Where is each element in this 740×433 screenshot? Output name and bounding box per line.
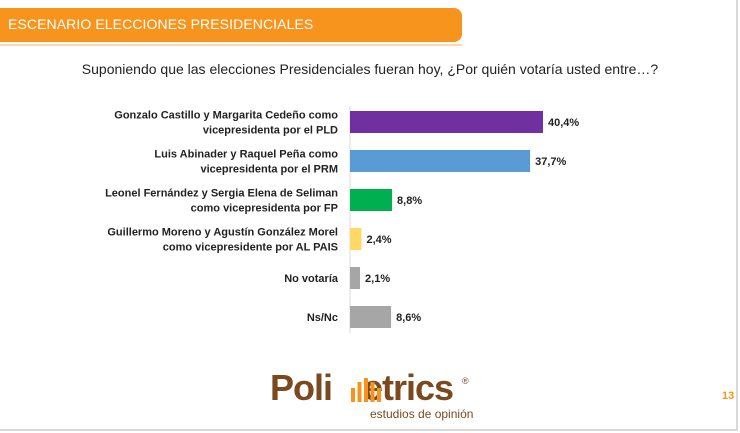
category-label-3-line-0: Guillermo Moreno y Agustín González More… (107, 227, 338, 239)
bar-value-label-3: 2,4% (366, 234, 391, 246)
logo-wordmark: Poli etrics (270, 367, 454, 408)
category-label-0-line-0: Gonzalo Castillo y Margarita Cedeño como (114, 110, 338, 122)
header-underline (0, 44, 462, 46)
category-label-2-line-1: como vicepresidenta por FP (191, 203, 338, 215)
bar-value-label-0: 40,4% (548, 117, 579, 129)
bar-chart: 40,4% Gonzalo Castillo y Margarita Cedeño… (105, 106, 579, 333)
category-label-1-line-1: vicepresidenta por el PRM (200, 164, 338, 176)
page-number: 13 (722, 390, 735, 402)
bar-4 (350, 267, 361, 289)
category-label-5-line-0: Ns/Nc (307, 312, 338, 324)
bar-value-label-5: 8,6% (396, 312, 421, 324)
bar-3 (350, 228, 362, 250)
logo-bars-icon (351, 378, 381, 402)
header-title: ESCENARIO ELECCIONES PRESIDENCIALES (8, 16, 314, 32)
logo-registered-mark: ® (462, 376, 469, 386)
bar-5 (350, 306, 392, 328)
polimetrics-logo: Poli etrics ® estudios de opinión (270, 368, 480, 424)
logo-tagline: estudios de opinión (370, 407, 474, 421)
category-label-3-line-1: como vicepresidente por AL PAIS (163, 242, 338, 254)
category-label-2-line-0: Leonel Fernández y Sergia Elena de Selim… (105, 188, 338, 200)
category-label-4-line-0: No votaría (284, 273, 339, 285)
category-label-0-line-1: vicepresidenta por el PLD (203, 125, 338, 137)
bar-2 (350, 189, 393, 211)
category-label-1-line-0: Luis Abinader y Raquel Peña como (154, 149, 338, 161)
chart-title: Suponiendo que las elecciones Presidenci… (81, 61, 659, 77)
header-bar (0, 8, 462, 42)
bar-value-label-2: 8,8% (397, 195, 422, 207)
bar-1 (350, 150, 531, 172)
bar-value-label-4: 2,1% (365, 273, 390, 285)
bar-0 (350, 111, 543, 133)
bar-value-label-1: 37,7% (535, 156, 566, 168)
